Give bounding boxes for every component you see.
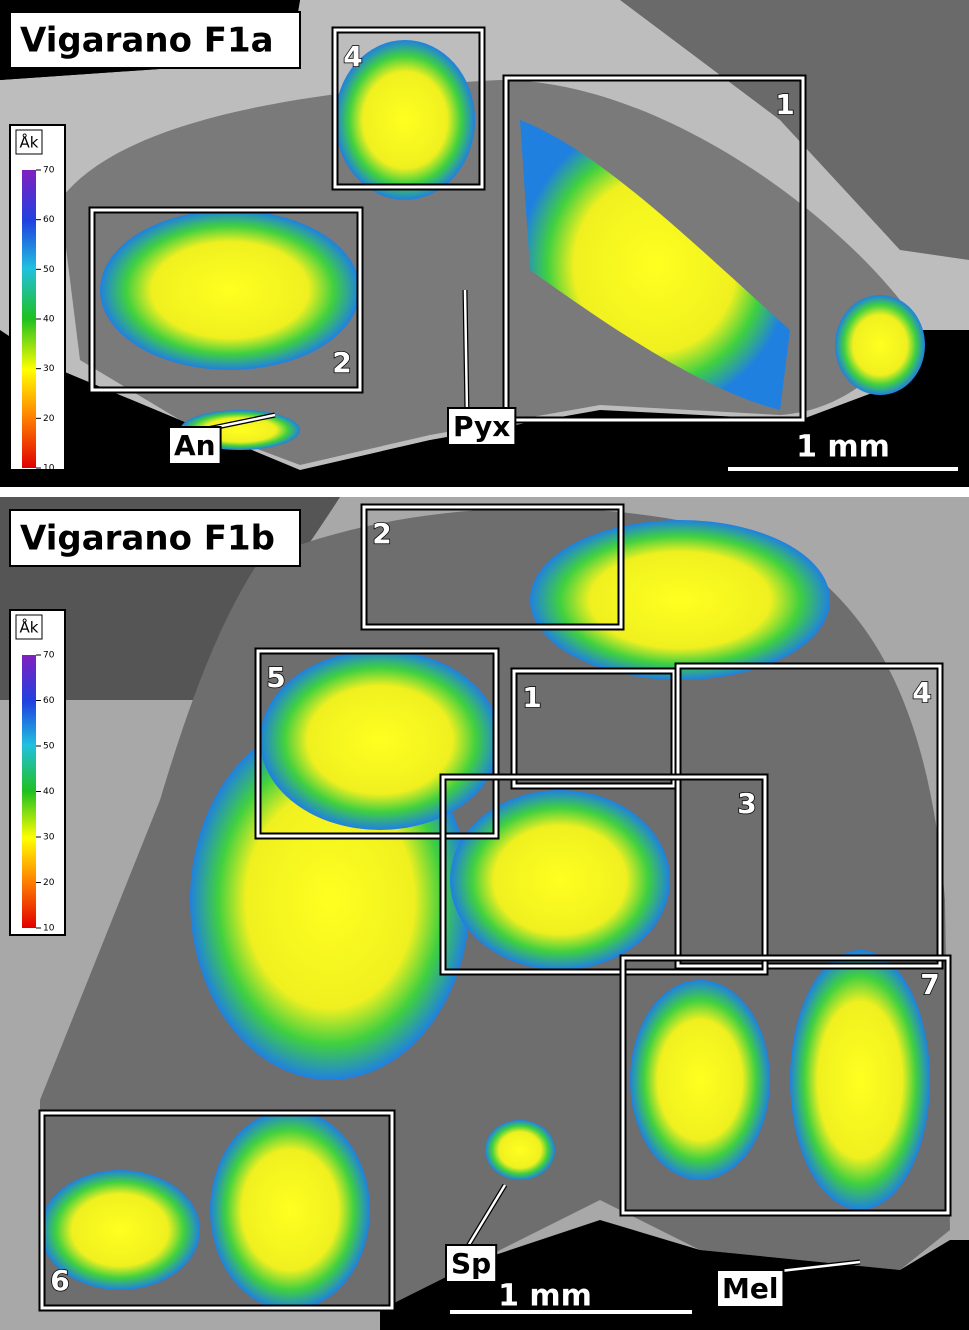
legend-tick-label: 40	[43, 315, 55, 325]
panel-2-image	[0, 497, 969, 1330]
region-number: 1	[522, 681, 541, 714]
region-number: 4	[912, 676, 931, 709]
mineral-label: Mel	[722, 1272, 778, 1305]
legend-tick-label: 20	[43, 878, 55, 888]
region-number: 3	[737, 787, 756, 820]
legend-label: Åk	[20, 618, 39, 637]
color-bar	[22, 170, 36, 468]
color-bar	[22, 655, 36, 928]
panel-title: Vigarano F1a	[20, 21, 274, 61]
legend-tick-label: 10	[43, 464, 55, 474]
legend-tick-label: 40	[43, 787, 55, 797]
region-number: 2	[332, 346, 351, 379]
region-number: 4	[343, 40, 362, 73]
scale-bar-label: 1 mm	[498, 1279, 592, 1314]
legend-tick-label: 60	[43, 696, 55, 706]
legend-tick-label: 20	[43, 414, 55, 424]
legend-tick-label: 30	[43, 833, 55, 843]
legend-tick-label: 60	[43, 215, 55, 225]
panel-title: Vigarano F1b	[20, 519, 275, 559]
mineral-label: Sp	[451, 1247, 491, 1280]
legend-tick-label: 70	[43, 166, 55, 176]
mineral-label: Pyx	[453, 410, 510, 443]
legend-box	[10, 610, 65, 935]
region-number: 6	[50, 1264, 69, 1297]
legend-tick-label: 10	[43, 924, 55, 934]
region-number: 2	[372, 517, 391, 550]
region-number: 7	[920, 968, 939, 1001]
region-number: 5	[266, 661, 285, 694]
mineral-label: An	[174, 429, 216, 462]
legend-tick-label: 30	[43, 364, 55, 374]
legend-label: Åk	[20, 133, 39, 152]
figure: 4 1 2 An Pyx 1 mm Vigarano F1a Åk 10 20 30 40 50 60 70…	[0, 0, 969, 1330]
legend-tick-label: 50	[43, 742, 55, 752]
legend-tick-label: 50	[43, 265, 55, 275]
scale-bar-label: 1 mm	[796, 430, 890, 465]
region-number: 1	[775, 88, 794, 121]
legend-tick-label: 70	[43, 651, 55, 661]
